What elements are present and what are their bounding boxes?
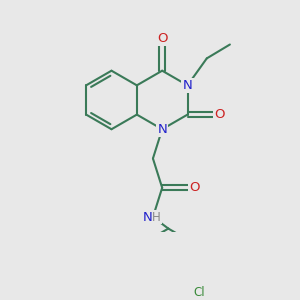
Text: O: O [157,32,167,45]
Text: N: N [183,79,192,92]
Text: O: O [214,108,225,121]
Text: N: N [157,123,167,136]
Text: H: H [152,211,161,224]
Text: Cl: Cl [194,286,205,298]
Text: O: O [189,181,200,194]
Text: N: N [143,211,153,224]
